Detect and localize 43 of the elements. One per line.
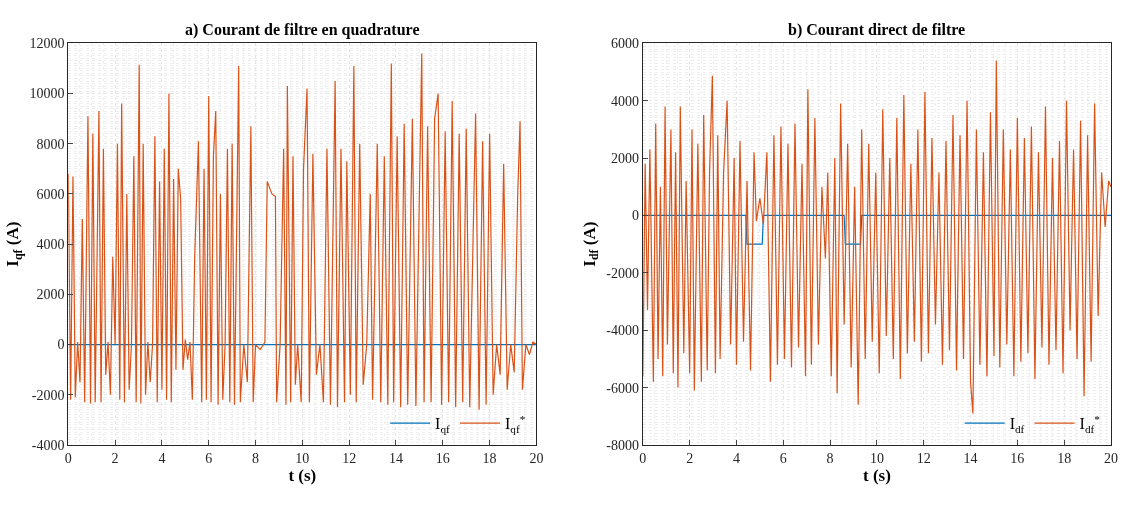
y-tick-label: 0 xyxy=(57,337,65,353)
y-tick-label: -4000 xyxy=(31,437,65,453)
x-tick-label: 10 xyxy=(869,450,884,466)
x-tick-label: 12 xyxy=(916,450,931,466)
x-tick-label: 2 xyxy=(111,450,119,466)
y-tick-label: 6000 xyxy=(36,186,65,202)
y-tick-label: 12000 xyxy=(29,36,65,52)
y-tick-label: -2000 xyxy=(606,265,640,281)
x-tick-label: 20 xyxy=(1104,450,1118,466)
chart-title: b) Courant direct de filtre xyxy=(788,21,966,39)
x-tick-label: 20 xyxy=(529,450,544,466)
y-tick-label: 8000 xyxy=(36,136,65,152)
x-tick-label: 8 xyxy=(826,450,834,466)
y-tick-label: -8000 xyxy=(606,437,640,453)
legend-label: I$_{df}$ xyxy=(1009,415,1025,435)
y-tick-label: 4000 xyxy=(36,237,65,253)
legend-label: I$_{qf}$ xyxy=(435,415,451,435)
x-tick-label: 6 xyxy=(205,450,213,466)
x-tick-label: 4 xyxy=(732,450,740,466)
x-tick-label: 18 xyxy=(482,450,497,466)
y-tick-label: 0 xyxy=(632,208,640,224)
y-tick-label: -4000 xyxy=(606,323,640,339)
x-axis-title: t (s) xyxy=(288,466,317,486)
x-tick-label: 12 xyxy=(342,450,357,466)
x-tick-label: 6 xyxy=(779,450,787,466)
x-tick-label: 18 xyxy=(1057,450,1072,466)
x-tick-label: 16 xyxy=(435,450,450,466)
y-tick-label: -2000 xyxy=(31,387,65,403)
x-tick-label: 8 xyxy=(252,450,260,466)
x-tick-label: 14 xyxy=(388,450,403,466)
x-tick-label: 10 xyxy=(295,450,310,466)
y-tick-label: 2000 xyxy=(36,287,65,303)
y-tick-label: -6000 xyxy=(606,380,640,396)
y-tick-label: 4000 xyxy=(611,93,640,109)
x-tick-label: 2 xyxy=(686,450,694,466)
y-tick-label: 10000 xyxy=(29,86,65,102)
x-tick-label: 14 xyxy=(963,450,978,466)
y-tick-label: 6000 xyxy=(611,36,640,52)
x-axis-title: t (s) xyxy=(862,466,891,486)
chart-title: a) Courant de filtre en quadrature xyxy=(185,21,420,39)
x-tick-label: 16 xyxy=(1010,450,1025,466)
x-tick-label: 4 xyxy=(158,450,166,466)
y-tick-label: 2000 xyxy=(611,151,640,166)
